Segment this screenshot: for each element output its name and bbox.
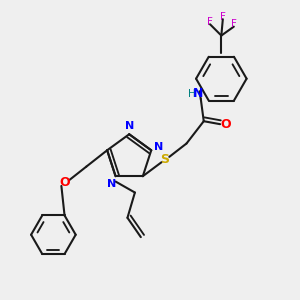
Text: O: O	[221, 118, 231, 131]
Text: N: N	[124, 121, 134, 131]
Text: F: F	[231, 19, 237, 29]
Text: N: N	[107, 179, 117, 189]
Text: F: F	[207, 17, 213, 27]
Text: H: H	[188, 88, 196, 99]
Text: N: N	[154, 142, 163, 152]
Text: F: F	[220, 12, 226, 22]
Text: N: N	[193, 87, 203, 100]
Text: O: O	[60, 176, 70, 190]
Text: S: S	[160, 153, 169, 166]
